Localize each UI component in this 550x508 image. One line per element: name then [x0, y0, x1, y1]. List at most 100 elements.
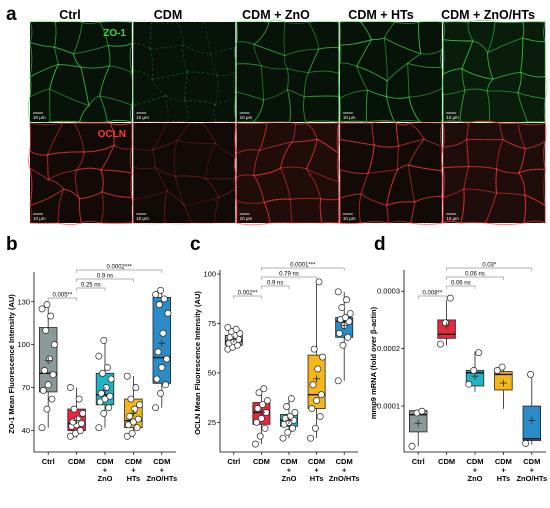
data-point — [102, 384, 110, 392]
data-point — [106, 392, 114, 400]
scale-bar-label: 10 μm — [343, 216, 356, 221]
micrograph-tile: 10 μm — [234, 19, 340, 125]
data-point — [136, 401, 144, 409]
data-point — [127, 395, 135, 403]
data-point — [311, 424, 319, 432]
y-tick-label: 100 — [17, 340, 30, 349]
data-point — [341, 314, 349, 321]
comparison-label: 0.9 ns — [267, 281, 283, 287]
data-point — [44, 381, 52, 389]
x-tick-label: + — [342, 466, 347, 475]
comparison-bracket — [261, 267, 345, 271]
x-tick-label: CDM — [336, 457, 353, 466]
x-tick-label: CDM — [495, 457, 512, 466]
micrograph-tile: ZO-1 10 μm — [27, 20, 134, 124]
x-tick-label: ZnO/HTs — [329, 474, 360, 483]
data-point — [339, 341, 347, 349]
y-tick-label: 25 — [208, 418, 216, 427]
data-point — [99, 369, 106, 377]
x-tick-label: Ctrl — [42, 457, 55, 466]
y-tick-label: 40 — [22, 426, 30, 435]
data-point — [335, 329, 343, 337]
comparison-label: 0.06 ns — [451, 281, 471, 287]
comparison-label: 0.0002*** — [107, 265, 133, 271]
data-point — [97, 389, 105, 397]
data-point — [157, 389, 165, 397]
micrograph-grid: ZO-1 10 μm 10 μm 10 μm 10 μm 10 μm OCLN 10 μm 10… — [27, 19, 548, 226]
data-point — [66, 384, 74, 392]
mean-marker — [158, 339, 166, 347]
column-header: CDM + HTs — [348, 8, 413, 22]
x-tick-label: CDM — [153, 457, 170, 466]
comparison-label: 0.008** — [423, 291, 443, 297]
data-point — [154, 348, 162, 356]
data-point — [39, 387, 47, 394]
data-point — [310, 345, 318, 353]
mean-marker — [471, 372, 479, 380]
data-point — [344, 333, 352, 341]
data-point — [291, 408, 299, 416]
comparison-bracket — [446, 276, 504, 280]
y-tick-label: 100 — [203, 270, 216, 279]
comparison-label: 0.0001*** — [290, 263, 316, 269]
mean-marker — [101, 386, 109, 394]
scale-bar-label: 10 μm — [33, 216, 46, 221]
data-point — [95, 352, 103, 360]
data-point — [100, 409, 108, 417]
y-tick-label: 0.0002 — [377, 344, 400, 353]
data-point — [42, 326, 50, 334]
data-point — [315, 278, 323, 286]
comparison-bracket — [233, 295, 262, 299]
column-headers: Ctrl CDM CDM + ZnO CDM + HTs CDM + ZnO/HTs — [59, 8, 535, 22]
data-point — [224, 323, 232, 331]
data-point — [70, 405, 78, 413]
scale-bar-label: 10 μm — [343, 115, 356, 120]
mean-marker — [414, 419, 422, 427]
x-tick-label: + — [160, 466, 165, 475]
data-point — [134, 415, 142, 423]
data-point — [74, 415, 82, 423]
comparison-bracket — [47, 297, 77, 301]
micrograph-background — [339, 22, 442, 122]
x-tick-label: CDM — [280, 457, 297, 466]
data-point — [289, 424, 297, 432]
data-point — [446, 294, 454, 302]
stain-label: OCLN — [98, 129, 126, 140]
comparison-bracket — [76, 278, 134, 282]
micrograph-background — [30, 22, 132, 122]
data-point — [346, 310, 354, 318]
micrograph-tile: 10 μm — [338, 20, 445, 124]
micrograph-tile: 10 μm — [441, 120, 547, 226]
comparison-label: 0.03* — [482, 263, 497, 269]
data-point — [436, 340, 444, 348]
y-tick-label: 0.0001 — [377, 402, 400, 411]
comparison-label: 0.005** — [53, 293, 73, 299]
x-tick-label: HTs — [310, 474, 324, 483]
micrograph-tile: 10 μm — [337, 120, 444, 225]
data-point — [319, 353, 327, 361]
scale-bar-label: 10 μm — [446, 115, 459, 120]
mean-marker — [443, 322, 451, 330]
scale-bar-label: 10 μm — [136, 216, 149, 221]
micrograph-background — [133, 123, 236, 223]
x-tick-label: CDM — [308, 457, 325, 466]
x-tick-label: CDM — [253, 457, 270, 466]
data-point — [155, 301, 163, 309]
mean-marker — [230, 335, 238, 343]
column-header: Ctrl — [59, 8, 81, 22]
data-point — [470, 367, 478, 374]
data-point — [283, 403, 291, 410]
data-point — [95, 424, 103, 432]
y-axis-label: ZO-1 Mean Fluorescence Intensity (AU) — [7, 294, 16, 434]
data-point — [133, 424, 141, 432]
data-point — [317, 391, 325, 399]
data-point — [256, 432, 264, 440]
mean-marker — [285, 416, 293, 424]
data-point — [493, 367, 501, 374]
comparison-label: 0.06 ns — [465, 272, 485, 278]
scale-bar-label: 10 μm — [136, 115, 149, 120]
x-tick-label: + — [131, 466, 136, 475]
data-point — [316, 412, 324, 420]
y-tick-label: 0.0003 — [377, 287, 400, 296]
column-header: CDM + ZnO/HTs — [441, 8, 535, 22]
